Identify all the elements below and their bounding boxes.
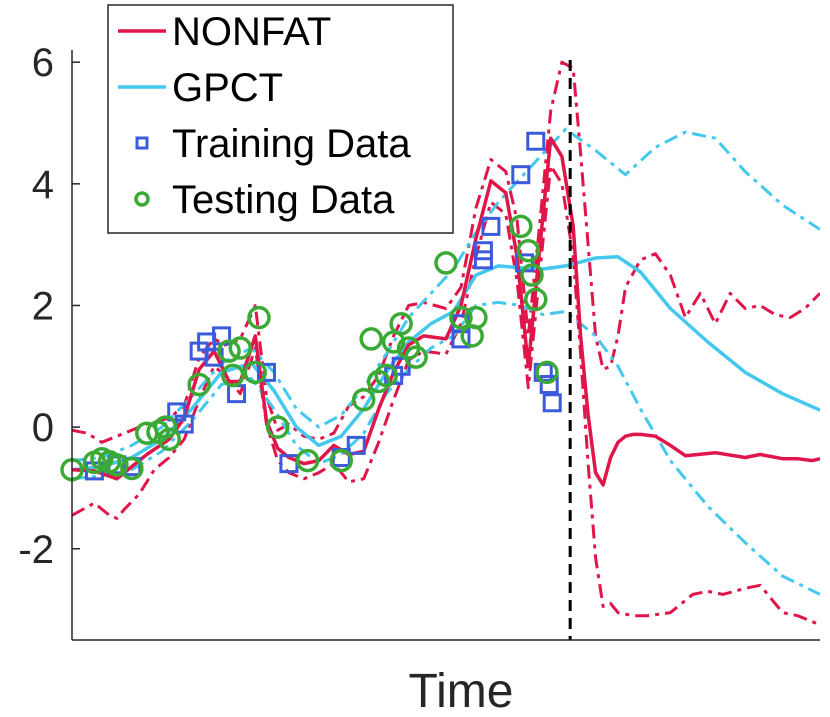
series-line-gpct-lower — [72, 300, 820, 596]
x-axis-label: Time — [409, 665, 514, 717]
testing-point — [105, 453, 129, 477]
legend-item-nonfat: NONFAT — [118, 10, 331, 54]
testing-point — [221, 363, 245, 388]
y-tick-label: -2 — [18, 528, 54, 572]
series-line-nonfat — [72, 136, 820, 487]
series-line-gpct-upper — [72, 127, 820, 463]
testing-point — [520, 263, 544, 287]
training-point — [526, 131, 546, 151]
testing-point — [516, 238, 541, 263]
testing-point — [247, 305, 271, 330]
y-tick-label: 2 — [32, 284, 54, 328]
training-point — [539, 375, 559, 395]
legend-swatch-square — [135, 136, 149, 150]
testing-point — [329, 448, 354, 473]
training-point — [346, 435, 366, 455]
series-line-gpct — [72, 255, 820, 472]
testing-point — [228, 336, 253, 360]
legend-label: Training Data — [172, 122, 411, 166]
testing-point — [535, 360, 559, 385]
training-point — [481, 216, 501, 236]
legend-swatch-circle — [134, 191, 150, 207]
y-tick-label: 4 — [32, 163, 54, 207]
training-point — [256, 362, 276, 382]
testing-point — [351, 387, 376, 412]
testing-point — [404, 345, 428, 369]
testing-point — [187, 372, 211, 397]
testing-point — [217, 339, 241, 363]
testing-point — [389, 311, 413, 336]
testing-point — [153, 415, 178, 439]
testing-point — [265, 415, 290, 439]
plot-area — [60, 60, 820, 640]
legend-box — [107, 4, 454, 234]
y-tick-label: 0 — [32, 406, 54, 450]
axes: -2 0 2 4 6 Time — [18, 41, 820, 717]
testing-point — [464, 305, 488, 330]
series-line-nonfat-lower — [72, 164, 820, 627]
legend: NONFAT GPCT Training Data Testing Data — [107, 4, 454, 234]
training-point — [542, 393, 562, 413]
testing-point — [509, 214, 533, 239]
testing-point — [524, 287, 548, 312]
training-point — [511, 165, 531, 185]
legend-label: Testing Data — [172, 178, 395, 222]
testing-point — [157, 427, 181, 452]
testing-point — [295, 448, 320, 473]
training-point — [473, 250, 493, 270]
testing-point — [359, 327, 383, 351]
legend-item-gpct: GPCT — [118, 66, 283, 110]
y-tick-label: 6 — [32, 41, 54, 85]
training-point — [451, 329, 471, 349]
legend-label: GPCT — [172, 66, 283, 110]
legend-label: NONFAT — [172, 10, 331, 54]
testing-point — [120, 456, 144, 481]
testing-point — [449, 305, 473, 330]
testing-point — [243, 360, 268, 385]
legend-item-training-data: Training Data — [135, 122, 411, 166]
legend-item-testing-data: Testing Data — [134, 178, 395, 222]
testing-point — [374, 363, 398, 388]
testing-point — [434, 251, 458, 275]
